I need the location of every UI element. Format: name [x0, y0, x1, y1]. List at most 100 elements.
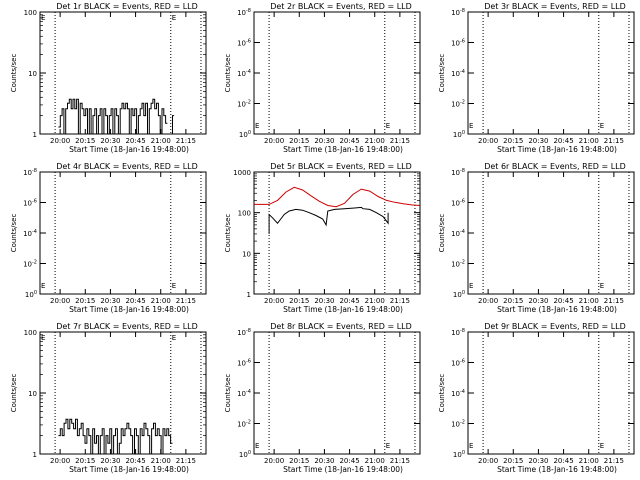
x-tick-label: 21:15	[390, 457, 410, 465]
x-tick-label: 20:30	[314, 457, 334, 465]
x-tick-label: 20:00	[50, 297, 70, 305]
plot-frame	[39, 171, 207, 295]
panel-title: Det 8r BLACK = Events, RED = LLD	[270, 322, 412, 331]
y-tick-label: 10-8	[451, 168, 465, 177]
panel-det-8r: Det 8r BLACK = Events, RED = LLD 100 10-2 1…	[224, 322, 421, 474]
x-tick-label: 20:15	[75, 297, 95, 305]
eclipse-flag-label: E	[600, 282, 604, 290]
y-tick-label: 10-2	[237, 100, 251, 109]
x-tick-label: 20:30	[528, 297, 548, 305]
y-tick-label: 10-4	[451, 229, 465, 238]
panel-title: Det 1r BLACK = Events, RED = LLD	[56, 2, 198, 11]
x-tick-label: 21:00	[151, 297, 171, 305]
x-tick-label: 20:45	[339, 457, 359, 465]
y-tick-label: 100	[24, 9, 37, 17]
panel-title: Det 2r BLACK = Events, RED = LLD	[270, 2, 412, 11]
y-tick-label: 10-2	[23, 260, 37, 269]
x-axis-label: Start Time (18-Jan-16 19:48:00)	[497, 465, 617, 474]
y-tick-label: 10-2	[451, 100, 465, 109]
x-tick-label: 21:15	[604, 137, 624, 145]
x-axis-label: Start Time (18-Jan-16 19:48:00)	[283, 465, 403, 474]
panel-title: Det 7r BLACK = Events, RED = LLD	[56, 322, 198, 331]
y-axis-label: Counts/sec	[438, 214, 446, 253]
y-tick-label: 10-8	[451, 328, 465, 337]
y-tick-label: 10-4	[451, 389, 465, 398]
y-tick-label: 100	[25, 290, 37, 299]
panel-det-4r: Det 4r BLACK = Events, RED = LLD 100 10-2 1…	[10, 162, 207, 314]
y-axis-label: Counts/sec	[224, 374, 232, 413]
y-tick-label: 10-8	[237, 8, 251, 17]
x-tick-label: 20:15	[289, 137, 309, 145]
x-tick-label: 20:30	[100, 297, 120, 305]
y-tick-label: 10-2	[237, 420, 251, 429]
panel-det-5r: Det 5r BLACK = Events, RED = LLD 1 10 100 10…	[224, 162, 421, 314]
x-tick-label: 20:45	[125, 457, 145, 465]
eclipse-flag-label: E	[172, 14, 176, 22]
x-tick-label: 20:15	[503, 297, 523, 305]
panel-title: Det 3r BLACK = Events, RED = LLD	[484, 2, 626, 11]
y-axis-label: Counts/sec	[10, 54, 18, 93]
x-tick-label: 20:15	[289, 297, 309, 305]
y-tick-label: 10-6	[237, 39, 251, 48]
x-tick-label: 21:15	[176, 297, 196, 305]
eclipse-flag-label: E	[41, 334, 45, 342]
y-tick-label: 10-4	[451, 69, 465, 78]
panel-det-7r: Det 7r BLACK = Events, RED = LLD 1 10 100 Co…	[10, 322, 207, 474]
y-tick-label: 10-2	[451, 260, 465, 269]
x-tick-label: 21:00	[151, 137, 171, 145]
x-tick-label: 20:30	[100, 457, 120, 465]
x-tick-label: 20:45	[125, 297, 145, 305]
x-tick-label: 20:30	[314, 137, 334, 145]
x-tick-label: 20:00	[264, 297, 284, 305]
x-tick-label: 21:00	[579, 457, 599, 465]
y-tick-label: 1	[33, 451, 37, 459]
x-tick-label: 20:45	[553, 297, 573, 305]
y-tick-label: 10-6	[451, 359, 465, 368]
x-tick-label: 20:15	[503, 457, 523, 465]
x-axis-label: Start Time (18-Jan-16 19:48:00)	[283, 305, 403, 314]
x-tick-label: 20:45	[339, 297, 359, 305]
plot-frame	[39, 11, 207, 135]
eclipse-flag-label: E	[172, 334, 176, 342]
x-tick-label: 21:15	[390, 137, 410, 145]
x-axis-label: Start Time (18-Jan-16 19:48:00)	[497, 145, 617, 154]
plot-frame	[467, 171, 635, 295]
eclipse-flag-label: E	[600, 122, 604, 130]
x-tick-label: 21:00	[365, 457, 385, 465]
x-tick-label: 21:15	[176, 137, 196, 145]
eclipse-flag-label: E	[386, 122, 390, 130]
eclipse-flag-label: E	[600, 442, 604, 450]
eclipse-flag-label: E	[469, 122, 473, 130]
eclipse-flag-label: E	[172, 282, 176, 290]
y-axis-label: Counts/sec	[438, 374, 446, 413]
data-series-line	[58, 418, 173, 455]
plot-frame	[253, 11, 421, 135]
y-tick-label: 10	[28, 390, 37, 398]
eclipse-flag-label: E	[469, 282, 473, 290]
x-tick-label: 20:45	[553, 457, 573, 465]
x-tick-label: 20:00	[478, 457, 498, 465]
data-series-line	[170, 115, 175, 135]
y-tick-label: 10-4	[237, 389, 251, 398]
x-tick-label: 20:00	[264, 457, 284, 465]
x-tick-label: 20:15	[75, 137, 95, 145]
x-tick-label: 20:30	[314, 297, 334, 305]
x-axis-label: Start Time (18-Jan-16 19:48:00)	[497, 305, 617, 314]
y-axis-label: Counts/sec	[224, 54, 232, 93]
y-tick-label: 1000	[233, 169, 251, 177]
y-axis-label: Counts/sec	[224, 214, 232, 253]
eclipse-flag-label: E	[386, 442, 390, 450]
data-series-line	[254, 186, 421, 208]
x-tick-label: 20:00	[50, 457, 70, 465]
panel-title: Det 6r BLACK = Events, RED = LLD	[484, 162, 626, 171]
x-tick-label: 20:30	[100, 137, 120, 145]
x-tick-label: 20:45	[125, 137, 145, 145]
y-tick-label: 10-8	[237, 328, 251, 337]
eclipse-flag-label: E	[255, 442, 259, 450]
y-tick-label: 10	[242, 250, 251, 258]
y-tick-label: 10-4	[237, 69, 251, 78]
x-tick-label: 20:00	[478, 297, 498, 305]
x-tick-label: 20:00	[264, 137, 284, 145]
x-axis-label: Start Time (18-Jan-16 19:48:00)	[69, 145, 189, 154]
